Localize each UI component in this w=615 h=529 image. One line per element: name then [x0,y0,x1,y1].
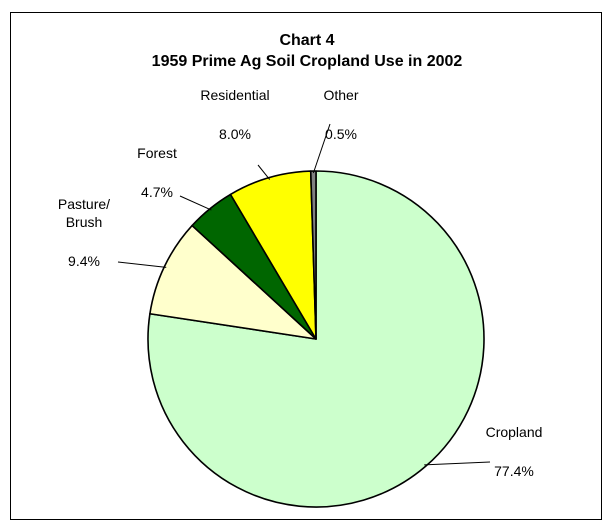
slice-name-pasture-brush-0: Pasture/ [58,196,110,212]
pie-slice-pasture-brush [149,224,317,340]
slice-label-other: Other 0.5% [323,87,358,142]
chart-title-line1: Chart 4 [279,32,335,49]
slice-label-residential: Residential 8.0% [200,87,269,142]
slice-name-cropland-0: Cropland [486,424,543,440]
slice-name-forest-0: Forest [137,145,177,161]
slice-name-pasture-brush-1: Brush [66,214,103,230]
slice-percent-cropland: 77.4% [494,463,534,479]
leader-line-forest [179,195,212,211]
slice-percent-other: 0.5% [325,126,357,142]
slice-name-other-0: Other [323,87,358,103]
slice-percent-forest: 4.7% [141,184,173,200]
slice-label-pasture-brush: Pasture/Brush 9.4% [58,196,110,269]
chart-title-line2: 1959 Prime Ag Soil Cropland Use in 2002 [151,53,463,70]
leader-line-pasture-brush [117,261,167,268]
slice-label-forest: Forest 4.7% [137,145,177,200]
slice-percent-pasture-brush: 9.4% [68,253,100,269]
pie-slice-other [309,170,317,340]
slice-percent-residential: 8.0% [219,126,251,142]
slice-label-cropland: Cropland 77.4% [486,424,543,479]
slice-name-residential-0: Residential [200,87,269,103]
leader-line-residential [257,164,271,180]
leader-line-other [312,123,331,174]
leader-line-cropland [424,461,491,466]
